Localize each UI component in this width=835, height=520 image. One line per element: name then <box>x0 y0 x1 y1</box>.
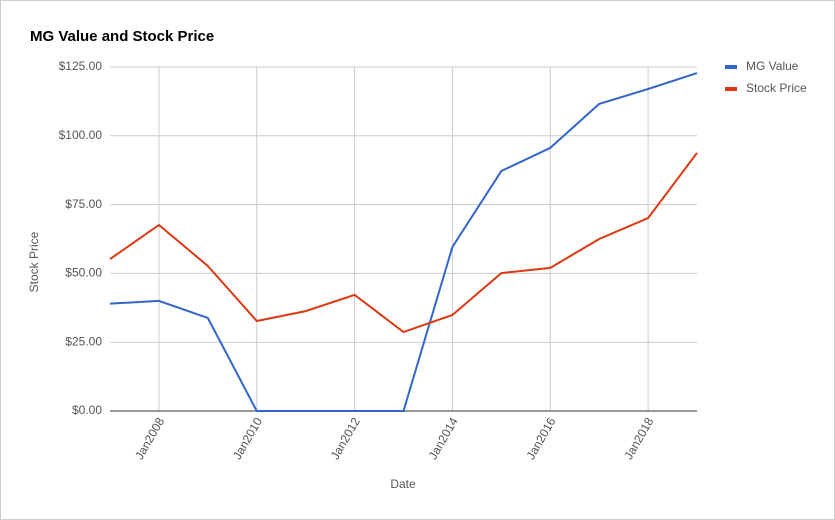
legend-swatch <box>725 65 737 69</box>
y-axis-title: Stock Price <box>27 231 41 292</box>
legend-swatch <box>725 87 737 91</box>
y-tick-label: $0.00 <box>72 403 102 417</box>
series-line <box>109 152 698 334</box>
y-tick-label: $125.00 <box>59 59 103 73</box>
y-tick-label: $75.00 <box>65 197 102 211</box>
y-tick-label: $100.00 <box>59 128 103 142</box>
y-tick-label: $25.00 <box>65 334 102 348</box>
chart-title: MG Value and Stock Price <box>30 28 214 45</box>
legend-label: MG Value <box>746 59 799 73</box>
series-line <box>109 72 698 412</box>
y-tick-label: $50.00 <box>65 266 102 280</box>
legend-label: Stock Price <box>746 81 807 95</box>
x-axis-title: Date <box>390 477 416 491</box>
